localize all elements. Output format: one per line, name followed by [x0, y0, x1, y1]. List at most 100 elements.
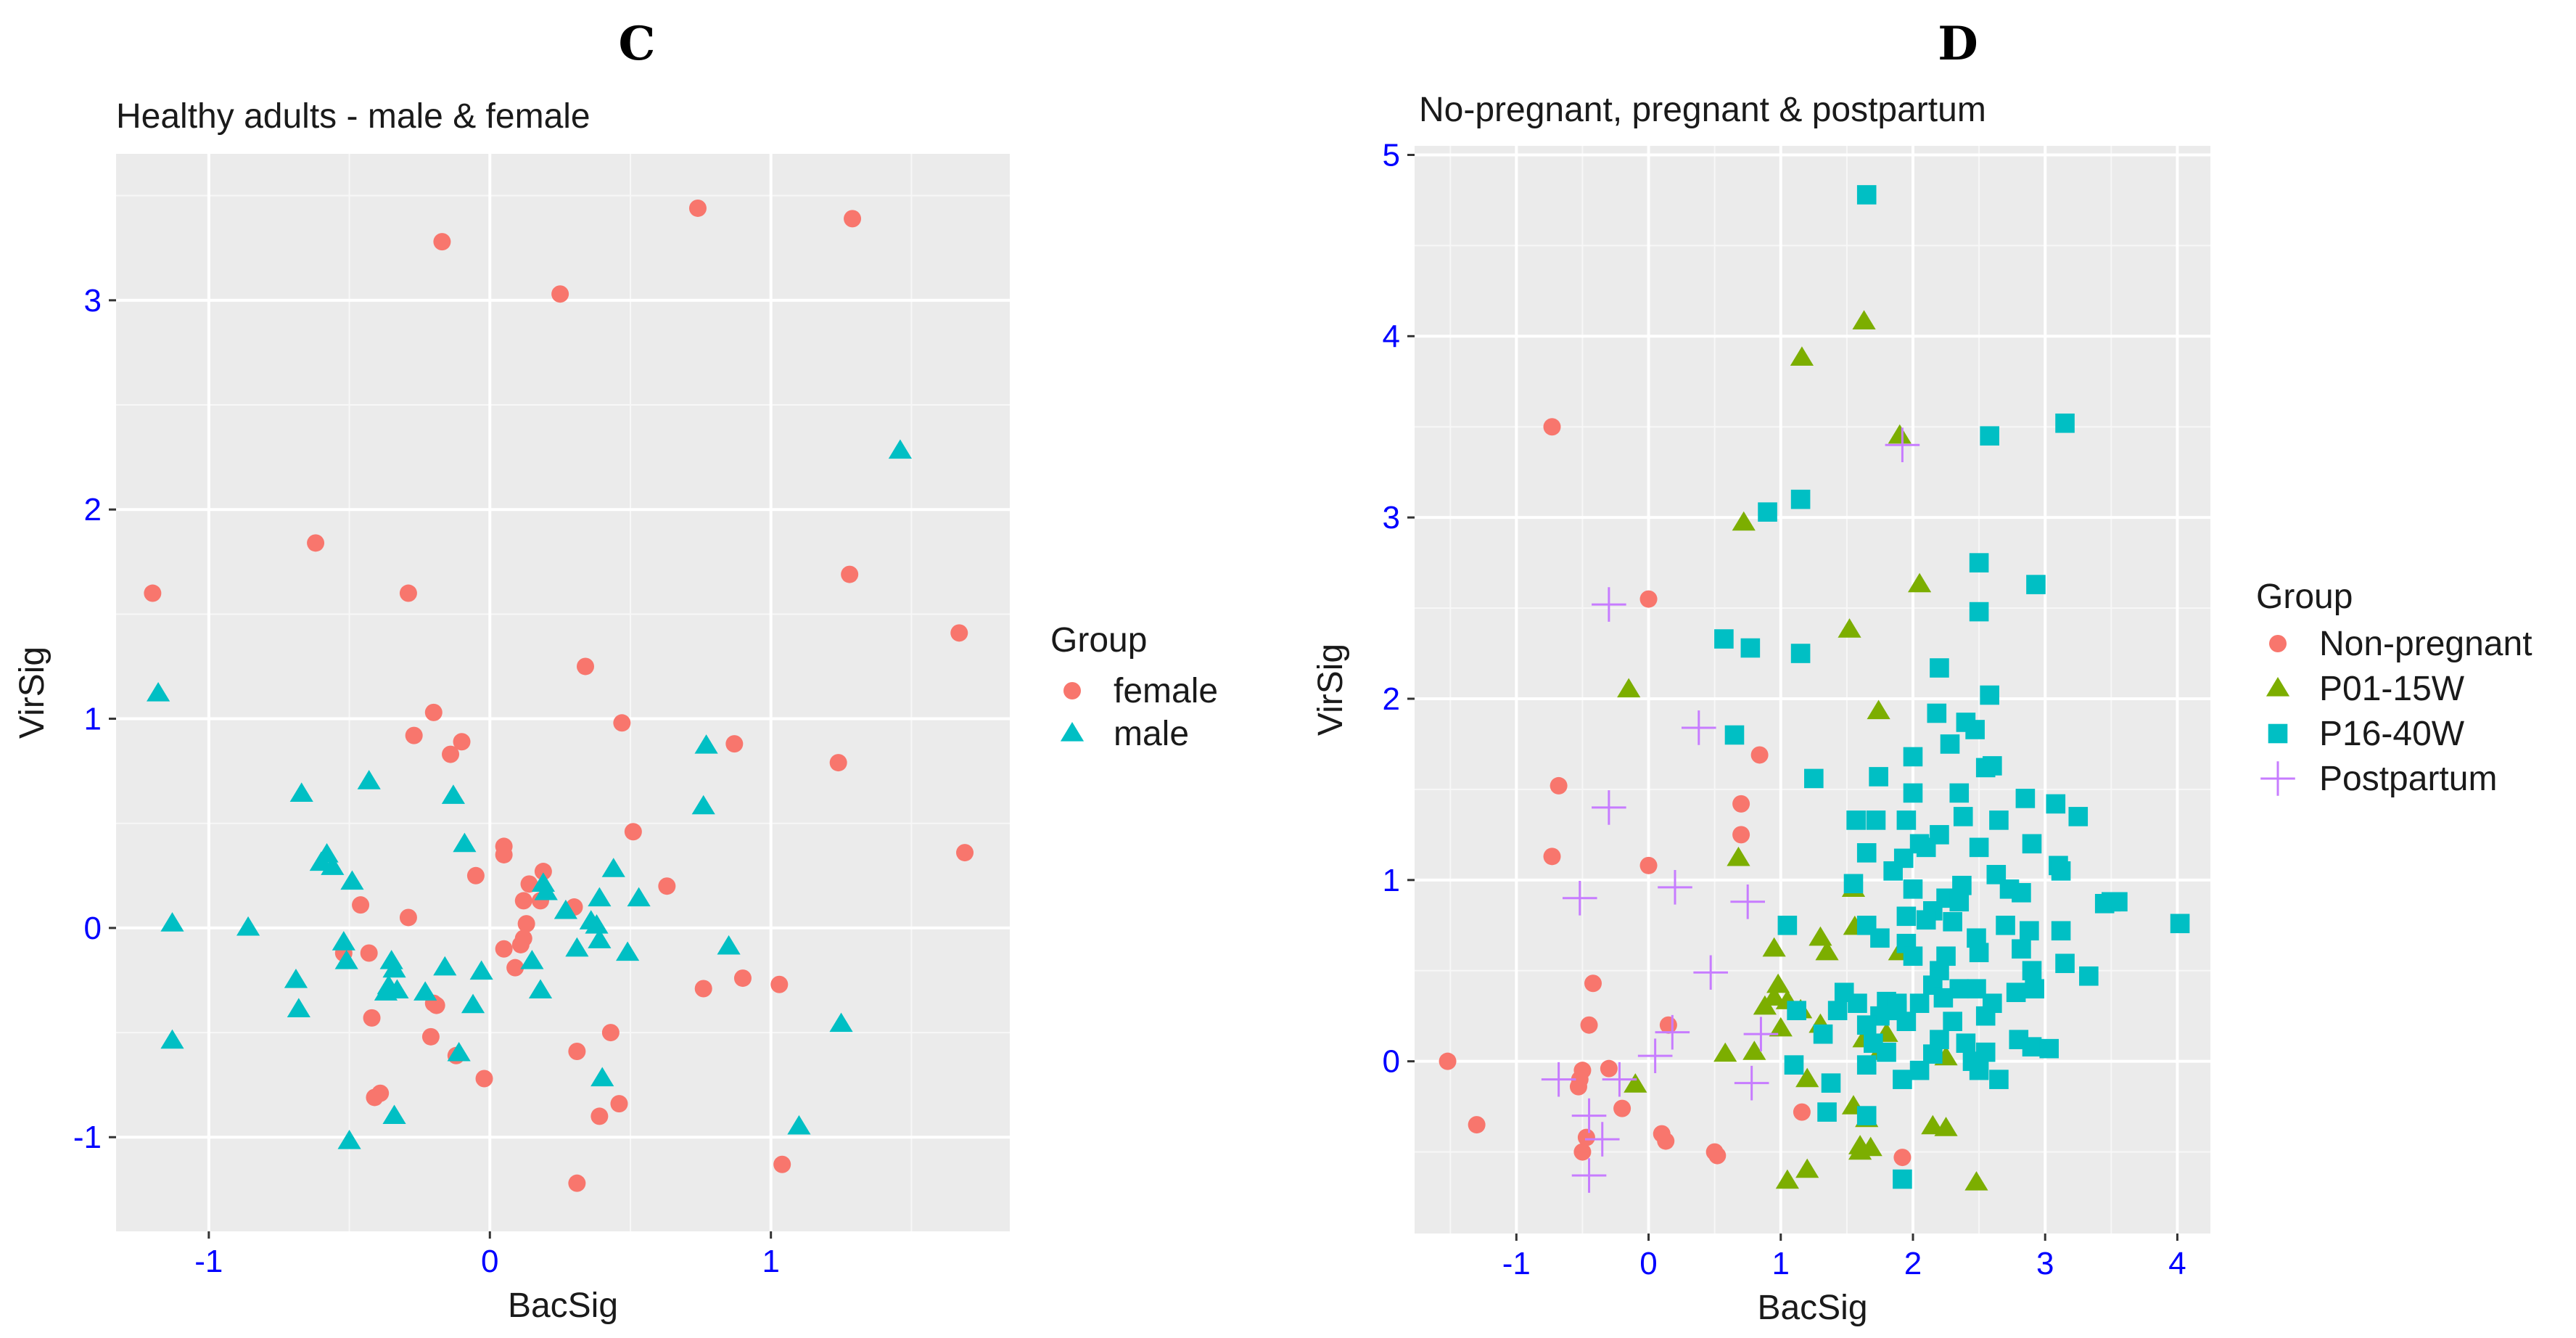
data-point-p01-15w — [1795, 1158, 1819, 1178]
data-point-female — [514, 892, 532, 910]
data-point-p16-40w — [1856, 185, 1877, 205]
data-point-p01-15w — [1766, 973, 1790, 993]
data-point-p16-40w — [1965, 720, 1985, 739]
data-point-female — [475, 1070, 493, 1088]
data-point-female — [399, 584, 417, 602]
data-point-male — [413, 981, 437, 1001]
data-point-p16-40w — [1790, 489, 1811, 509]
x-tick-label: 2 — [1904, 1246, 1922, 1281]
data-point-p16-40w — [2022, 961, 2042, 981]
y-tick-label: 2 — [84, 492, 102, 528]
data-point-p01-15w — [1908, 572, 1932, 593]
data-point-p16-40w — [2055, 413, 2075, 433]
data-point-female — [773, 1155, 791, 1173]
data-point-postpartum — [1730, 885, 1766, 919]
data-point-male — [554, 899, 577, 919]
y-tick-label: -1 — [73, 1120, 102, 1155]
data-point-female — [688, 199, 707, 217]
data-point-p16-40w — [1877, 1042, 1896, 1062]
data-point-p16-40w — [1923, 1044, 1943, 1064]
data-point-male — [236, 916, 260, 936]
data-point-non-pregnant — [1659, 1016, 1677, 1034]
data-point-p01-15w — [1762, 986, 1786, 1006]
data-point-postpartum — [1658, 870, 1692, 905]
data-point-female — [841, 565, 859, 583]
data-point-male — [160, 912, 184, 932]
data-point-male — [441, 784, 466, 804]
panel-c: C Healthy adults - male & female -1 0 1 -1 0 1 2… — [13, 17, 1218, 1325]
data-point-male — [287, 998, 310, 1017]
data-point-p16-40w — [1896, 810, 1917, 830]
data-point-female — [442, 745, 460, 763]
y-tick-label: 3 — [84, 283, 102, 319]
data-point-p16-40w — [1856, 1015, 1877, 1035]
data-point-female — [363, 1009, 381, 1027]
data-point-male — [588, 887, 612, 907]
data-point-p16-40w — [1989, 1070, 2009, 1089]
legend-key-postpartum — [2260, 761, 2295, 796]
data-point-p01-15w — [1617, 678, 1641, 698]
data-point-p01-15w — [1769, 1017, 1793, 1037]
data-point-p01-15w — [1762, 937, 1786, 957]
data-point-p16-40w — [2020, 921, 2039, 941]
y-tick-label: 1 — [84, 702, 102, 737]
data-point-postpartum — [1571, 1098, 1607, 1133]
data-point-male — [601, 858, 625, 877]
data-point-p16-40w — [2051, 861, 2071, 881]
data-point-non-pregnant — [1613, 1099, 1631, 1117]
data-point-p16-40w — [1724, 725, 1745, 745]
data-point-p16-40w — [1980, 685, 1999, 705]
data-point-p16-40w — [2006, 982, 2026, 1003]
x-tick-label: 1 — [762, 1244, 779, 1279]
data-point-male — [453, 832, 477, 853]
data-point-p16-40w — [1909, 1060, 1930, 1080]
data-point-female — [517, 915, 535, 933]
data-point-p16-40w — [2012, 883, 2031, 903]
data-point-p16-40w — [1848, 993, 1867, 1014]
data-point-p16-40w — [1846, 810, 1866, 830]
panel-letter: C — [619, 17, 656, 71]
data-point-non-pregnant — [1732, 826, 1750, 844]
data-point-postpartum — [1693, 955, 1728, 990]
data-point-postpartum — [1592, 587, 1626, 622]
data-point-p01-15w — [1838, 618, 1861, 638]
data-point-female — [366, 1088, 384, 1107]
data-point-male — [534, 880, 558, 900]
x-tick-label: -1 — [1502, 1246, 1531, 1281]
data-point-female — [453, 733, 471, 751]
data-point-female — [433, 233, 451, 251]
data-point-p16-40w — [1930, 658, 1949, 678]
y-axis-title: VirSig — [13, 647, 52, 739]
data-point-p01-15w — [1934, 1117, 1958, 1136]
data-point-p16-40w — [1969, 1060, 1989, 1080]
data-point-p16-40w — [2022, 1037, 2042, 1056]
data-point-female — [506, 959, 524, 977]
data-point-p01-15w — [1732, 511, 1756, 531]
data-point-male — [332, 931, 355, 951]
data-point-p16-40w — [1930, 825, 1949, 845]
data-point-p16-40w — [1909, 993, 1930, 1014]
data-point-postpartum — [1655, 1014, 1690, 1050]
data-point-postpartum — [1743, 1017, 1779, 1051]
data-point-p16-40w — [1975, 758, 1996, 778]
y-tick-label: 4 — [1383, 319, 1400, 354]
data-point-p16-40w — [2170, 914, 2190, 934]
data-point-p16-40w — [1903, 946, 1923, 966]
data-point-p01-15w — [1753, 995, 1777, 1015]
data-point-p16-40w — [1949, 783, 1970, 803]
data-point-female — [352, 896, 370, 914]
data-point-male — [691, 795, 715, 815]
data-point-p16-40w — [1893, 1169, 1912, 1189]
data-point-p16-40w — [1870, 928, 1890, 948]
x-tick-label: 3 — [2036, 1246, 2054, 1281]
data-point-female — [568, 1174, 586, 1192]
data-point-p16-40w — [1856, 1106, 1877, 1125]
data-point-p16-40w — [1903, 783, 1923, 803]
data-point-p16-40w — [2025, 979, 2044, 999]
data-point-non-pregnant — [1439, 1052, 1457, 1070]
data-point-p16-40w — [2022, 834, 2042, 854]
data-point-non-pregnant — [1793, 1103, 1811, 1121]
data-point-male — [590, 1067, 614, 1087]
data-point-p16-40w — [1969, 943, 1989, 963]
